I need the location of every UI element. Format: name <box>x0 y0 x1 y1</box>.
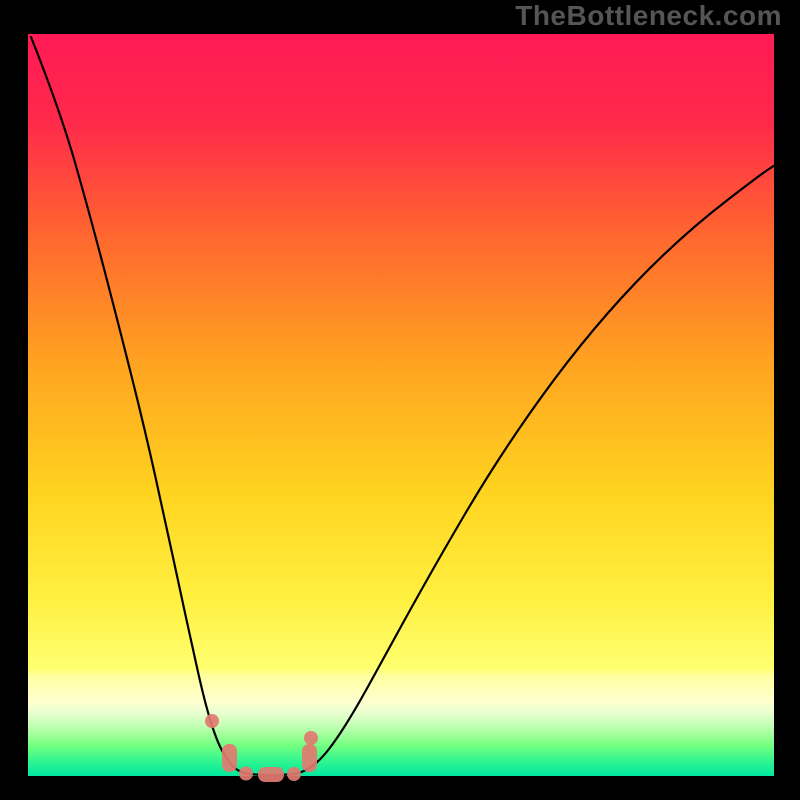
marker-pill <box>258 767 284 782</box>
chart-container: TheBottleneck.com <box>0 0 800 800</box>
marker-dot <box>287 767 301 781</box>
plot-background <box>28 34 774 776</box>
marker-pill <box>302 744 317 772</box>
marker-dot <box>304 731 318 745</box>
watermark-text: TheBottleneck.com <box>515 0 782 32</box>
marker-dot <box>239 767 253 781</box>
marker-dot <box>205 714 219 728</box>
marker-pill <box>222 744 237 772</box>
chart-svg <box>0 0 800 800</box>
